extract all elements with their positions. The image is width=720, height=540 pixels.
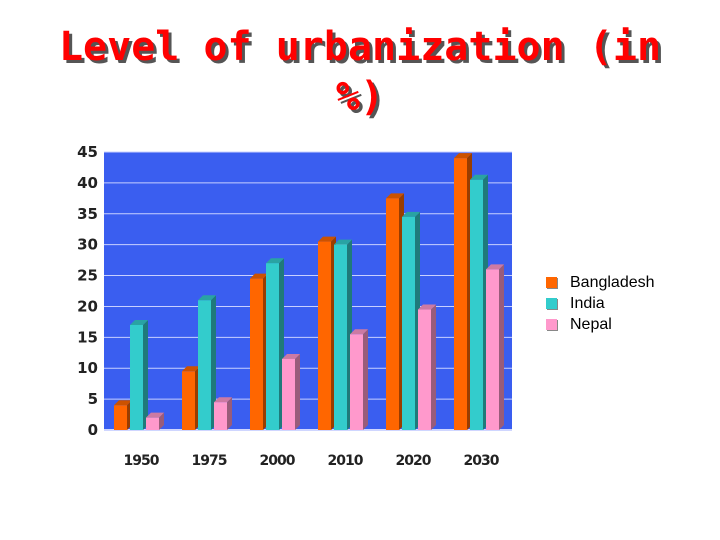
- bar-top-india-2020: [402, 211, 420, 217]
- y-tick-label-35: 35: [77, 205, 98, 223]
- chart-legend: Bangladesh India Nepal: [546, 272, 655, 335]
- bar-top-nepal-2030: [486, 264, 504, 270]
- bar-india-2030: [470, 179, 483, 430]
- bar-top-nepal-2000: [282, 353, 300, 359]
- legend-swatch-bangladesh: [546, 277, 557, 288]
- bar-side-nepal-1975: [227, 397, 232, 430]
- x-tick-label-2010: 2010: [328, 453, 364, 469]
- bar-bangladesh-2010: [318, 241, 331, 430]
- bar-top-india-2000: [266, 258, 284, 264]
- bar-side-india-1950: [143, 319, 148, 430]
- bar-nepal-2030: [486, 269, 499, 430]
- x-tick-label-2020: 2020: [396, 453, 432, 469]
- chart-title-line-2: %): [335, 74, 385, 120]
- y-tick-label-0: 0: [88, 421, 98, 439]
- y-tick-label-25: 25: [77, 267, 98, 285]
- bar-side-nepal-2030: [499, 264, 504, 430]
- x-tick-label-1950: 1950: [124, 453, 160, 469]
- bar-nepal-2000: [282, 358, 295, 430]
- bar-top-india-2030: [470, 174, 488, 180]
- legend-swatch-nepal: [546, 319, 557, 330]
- y-tick-label-30: 30: [77, 236, 98, 254]
- bar-top-india-2010: [334, 239, 352, 245]
- bar-bangladesh-1950: [114, 405, 127, 430]
- plot-area: [104, 152, 512, 430]
- bar-india-1975: [198, 300, 211, 430]
- bar-top-nepal-2010: [350, 329, 368, 335]
- bar-top-nepal-2020: [418, 304, 436, 310]
- bar-top-india-1950: [130, 319, 148, 325]
- y-tick-label-40: 40: [77, 174, 98, 192]
- bar-nepal-1975: [214, 402, 227, 430]
- bar-bangladesh-2020: [386, 198, 399, 430]
- bar-top-bangladesh-2010: [318, 236, 336, 242]
- legend-label-bangladesh: Bangladesh: [570, 273, 655, 291]
- bar-bangladesh-2030: [454, 158, 467, 430]
- bar-side-india-1975: [211, 295, 216, 430]
- legend-label-nepal: Nepal: [570, 315, 612, 333]
- x-tick-label-2030: 2030: [464, 453, 500, 469]
- bar-side-nepal-2000: [295, 353, 300, 430]
- legend-item-bangladesh: Bangladesh: [546, 272, 655, 293]
- y-tick-label-45: 45: [77, 143, 98, 161]
- bar-india-2000: [266, 263, 279, 430]
- bar-nepal-2010: [350, 334, 363, 430]
- bar-top-bangladesh-2000: [250, 273, 268, 279]
- y-tick-label-15: 15: [77, 328, 98, 346]
- chart-title-line-1: Level of urbanization (in: [58, 24, 662, 70]
- legend-label-india: India: [570, 294, 605, 312]
- y-tick-label-5: 5: [88, 390, 98, 408]
- bar-top-bangladesh-1975: [182, 366, 200, 372]
- bar-bangladesh-1975: [182, 371, 195, 430]
- bar-nepal-2020: [418, 309, 431, 430]
- bar-side-nepal-2010: [363, 329, 368, 430]
- bar-top-nepal-1950: [146, 412, 164, 418]
- legend-swatch-india: [546, 298, 557, 309]
- bar-india-2010: [334, 244, 347, 430]
- x-tick-label-2000: 2000: [260, 453, 296, 469]
- bar-india-1950: [130, 324, 143, 430]
- legend-item-india: India: [546, 293, 655, 314]
- bar-top-nepal-1975: [214, 397, 232, 403]
- bar-india-2020: [402, 216, 415, 430]
- y-tick-label-10: 10: [77, 359, 98, 377]
- x-tick-label-1975: 1975: [192, 453, 227, 469]
- bar-bangladesh-2000: [250, 278, 263, 430]
- bar-side-nepal-1950: [159, 412, 164, 430]
- legend-item-nepal: Nepal: [546, 314, 655, 335]
- bar-top-bangladesh-2030: [454, 153, 472, 159]
- bar-top-india-1975: [198, 295, 216, 301]
- bar-side-nepal-2020: [431, 304, 436, 430]
- bar-top-bangladesh-1950: [114, 400, 132, 406]
- chart-title: Level of urbanization (in %): [0, 22, 720, 122]
- y-tick-label-20: 20: [77, 297, 98, 315]
- bar-top-bangladesh-2020: [386, 193, 404, 199]
- bar-nepal-1950: [146, 417, 159, 430]
